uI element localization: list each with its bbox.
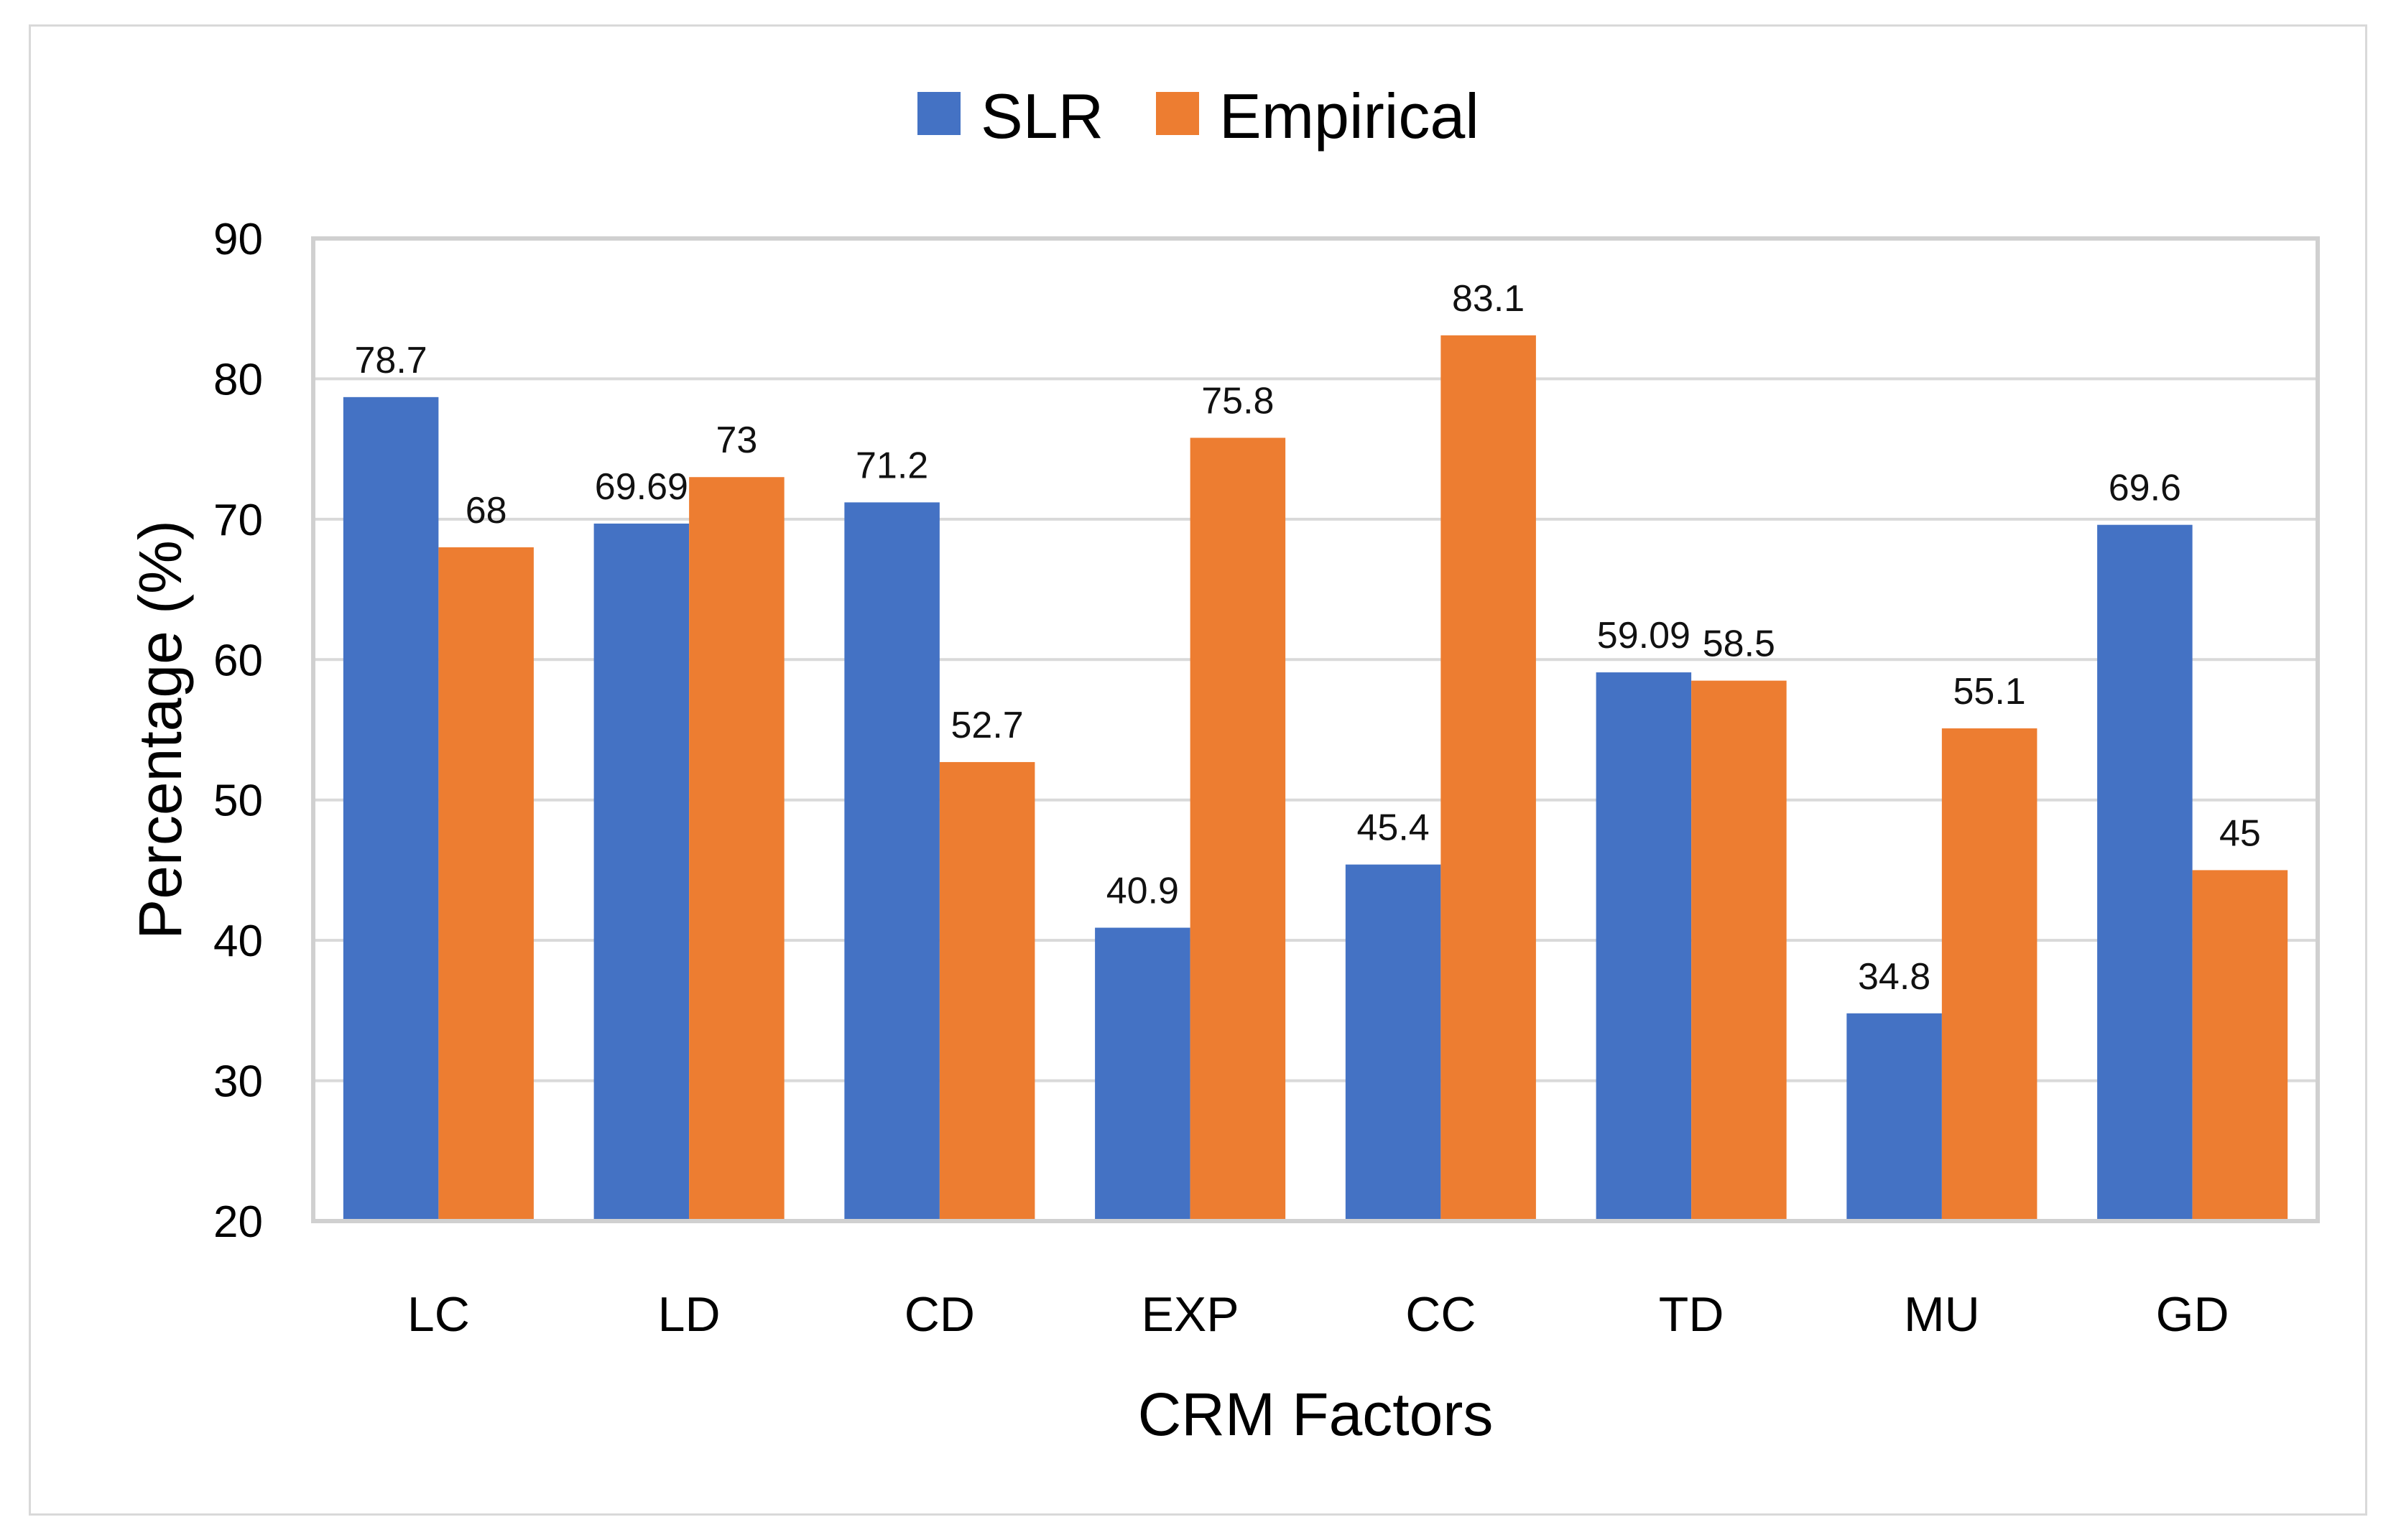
bar-empirical-gd — [2192, 870, 2288, 1221]
data-label-empirical-mu: 55.1 — [1953, 671, 2026, 713]
legend-swatch-empirical — [1156, 92, 1199, 135]
data-label-empirical-cd: 52.7 — [951, 705, 1024, 746]
data-label-empirical-exp: 75.8 — [1201, 381, 1274, 422]
bar-slr-mu — [1846, 1013, 1942, 1221]
y-axis-ticks: 20 30 40 50 60 70 80 90 — [213, 215, 263, 1247]
x-tick-label-mu: MU — [1904, 1287, 1980, 1342]
x-tick-label-cd: CD — [905, 1287, 975, 1342]
x-tick-label-exp: EXP — [1142, 1287, 1239, 1342]
data-label-empirical-lc: 68 — [466, 490, 507, 532]
bar-empirical-td — [1691, 680, 1787, 1221]
data-label-slr-td: 59.09 — [1597, 615, 1690, 657]
data-label-slr-lc: 78.7 — [355, 340, 427, 381]
bar-empirical-cc — [1440, 335, 1536, 1221]
legend-label-slr: SLR — [981, 80, 1104, 152]
x-tick-label-gd: GD — [2156, 1287, 2229, 1342]
data-label-empirical-gd: 45 — [2219, 812, 2261, 854]
bar-empirical-mu — [1941, 728, 2037, 1221]
bar-slr-cd — [844, 502, 940, 1221]
bar-empirical-ld — [689, 477, 785, 1222]
data-label-slr-mu: 34.8 — [1858, 956, 1930, 998]
bar-slr-exp — [1095, 927, 1190, 1221]
x-tick-label-td: TD — [1659, 1287, 1724, 1342]
data-label-empirical-cc: 83.1 — [1452, 278, 1525, 320]
y-tick-label-20: 20 — [213, 1197, 263, 1247]
bar-slr-lc — [343, 396, 439, 1222]
y-tick-label-40: 40 — [213, 917, 263, 966]
legend: SLR Empirical — [917, 80, 1479, 152]
x-tick-label-ld: LD — [658, 1287, 721, 1342]
y-tick-label-90: 90 — [213, 215, 263, 264]
data-label-slr-cd: 71.2 — [856, 445, 928, 486]
legend-swatch-slr — [917, 92, 961, 135]
data-label-empirical-ld: 73 — [716, 419, 757, 461]
data-label-slr-gd: 69.6 — [2109, 468, 2181, 509]
x-axis-ticks: LC LD CD EXP CC TD MU GD — [407, 1287, 2229, 1342]
y-tick-label-30: 30 — [213, 1057, 263, 1107]
bars — [343, 335, 2288, 1222]
data-label-slr-ld: 69.69 — [595, 466, 688, 508]
bar-slr-cc — [1345, 864, 1441, 1221]
legend-label-empirical: Empirical — [1219, 80, 1479, 152]
x-tick-label-cc: CC — [1405, 1287, 1476, 1342]
y-tick-label-60: 60 — [213, 636, 263, 685]
bar-empirical-exp — [1190, 437, 1286, 1221]
data-label-slr-exp: 40.9 — [1106, 871, 1179, 912]
data-label-slr-cc: 45.4 — [1357, 807, 1430, 849]
bar-empirical-cd — [939, 761, 1035, 1221]
y-tick-label-80: 80 — [213, 355, 263, 404]
data-labels: 78.7 68 69.69 73 71.2 52.7 40.9 75.8 45.4 83.1 59.… — [355, 278, 2261, 998]
bar-slr-td — [1596, 672, 1692, 1221]
x-tick-label-lc: LC — [407, 1287, 470, 1342]
bar-empirical-lc — [438, 547, 534, 1221]
x-axis-title: CRM Factors — [1138, 1381, 1494, 1448]
y-tick-label-70: 70 — [213, 496, 263, 545]
y-tick-label-50: 50 — [213, 776, 263, 826]
bar-slr-gd — [2097, 524, 2193, 1221]
bar-slr-ld — [593, 523, 690, 1221]
y-axis-title: Percentage (%) — [126, 520, 194, 940]
data-label-empirical-td: 58.5 — [1703, 623, 1775, 665]
plot-area-border — [311, 236, 2320, 1223]
